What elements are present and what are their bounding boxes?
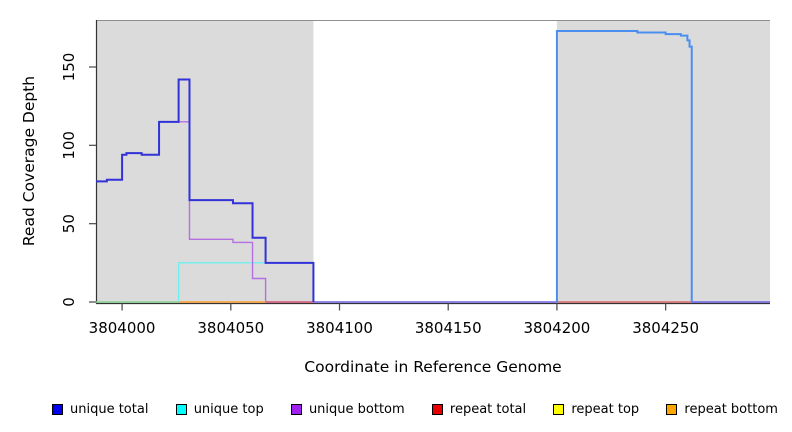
legend-swatch-icon — [553, 403, 565, 415]
x-tick-label: 3804150 — [415, 319, 482, 337]
y-axis-title: Read Coverage Depth — [20, 76, 38, 246]
legend-label: unique bottom — [308, 401, 405, 417]
legend-item-unique-bottom: unique bottom — [290, 401, 405, 417]
shaded-repeat-region — [96, 20, 314, 303]
x-axis-title: Coordinate in Reference Genome — [304, 358, 561, 376]
legend-item-repeat-top: repeat top — [553, 402, 639, 417]
legend-label: unique top — [193, 401, 264, 417]
y-tick-label: 150 — [60, 53, 78, 82]
legend: unique total unique top unique bottom repea… — [0, 397, 792, 421]
legend-label: unique total — [70, 401, 149, 417]
legend-label: repeat top — [571, 401, 640, 417]
coverage-plot: 3804000 3804050 3804100 3804150 3804200 38042… — [20, 20, 770, 376]
legend-label: repeat total — [449, 401, 527, 417]
legend-item-repeat-total: repeat total — [431, 401, 527, 417]
y-tick-label: 0 — [60, 297, 78, 307]
series-line-unique-total — [555, 29, 693, 302]
x-tick-label: 3804100 — [306, 319, 373, 337]
y-tick-label: 100 — [60, 131, 78, 160]
series-line-unique-total — [96, 78, 315, 302]
legend-swatch-icon — [431, 403, 443, 415]
x-tick-label: 3804200 — [524, 319, 591, 337]
legend-item-repeat-bottom: repeat bottom — [666, 402, 778, 417]
legend-swatch-icon — [175, 403, 187, 415]
legend-item-unique-total: unique total — [52, 402, 148, 417]
legend-swatch-icon — [290, 403, 302, 415]
y-tick-label: 50 — [60, 214, 78, 233]
legend-swatch-icon — [666, 403, 678, 415]
x-tick-label: 3804250 — [632, 319, 699, 337]
legend-label: repeat bottom — [684, 401, 778, 417]
legend-swatch-icon — [52, 403, 63, 415]
shaded-repeat-region — [556, 20, 770, 303]
x-tick-label: 3804050 — [197, 319, 264, 337]
x-tick-label: 3804000 — [89, 319, 156, 337]
legend-item-unique-top: unique top — [175, 401, 264, 417]
